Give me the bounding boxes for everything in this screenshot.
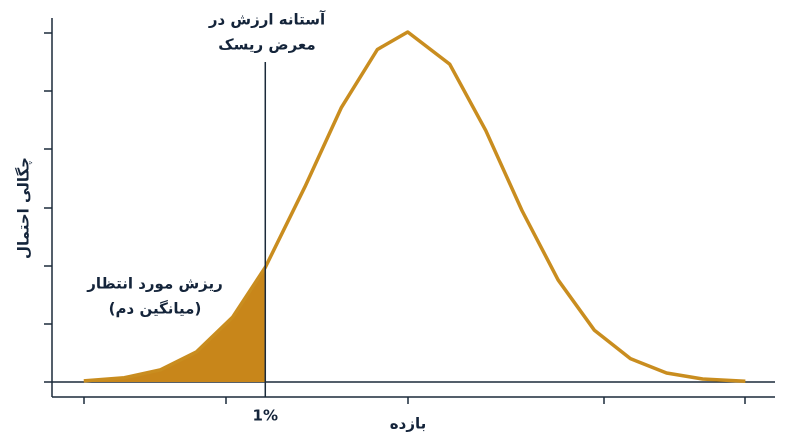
density-curve: [83, 30, 746, 384]
y-axis-label: چگالی احتمال: [15, 157, 34, 259]
x-axis-label: بازده: [390, 415, 426, 433]
annotation: ریزش مورد انتظار: [86, 275, 223, 293]
axes: [44, 18, 775, 404]
threshold-label: 1%: [253, 407, 278, 425]
annotation: (میانگین دم): [109, 300, 202, 318]
annotation: معرض ریسک: [218, 36, 315, 54]
tail-area: [83, 267, 266, 382]
annotation: آستانه ارزش در: [208, 11, 326, 29]
